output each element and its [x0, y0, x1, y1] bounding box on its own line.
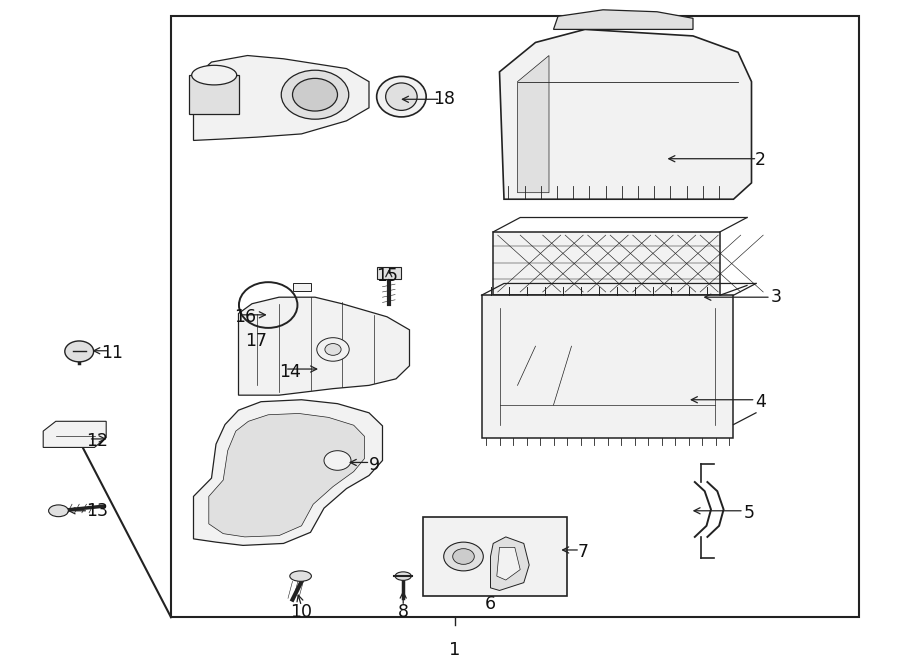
Ellipse shape: [395, 572, 411, 581]
Text: 18: 18: [433, 90, 454, 109]
Ellipse shape: [377, 76, 427, 117]
Text: 16: 16: [234, 308, 256, 326]
Bar: [189, 75, 239, 115]
Text: 10: 10: [291, 603, 312, 621]
Ellipse shape: [192, 66, 237, 85]
Circle shape: [325, 344, 341, 355]
Text: 3: 3: [770, 288, 781, 307]
Polygon shape: [554, 10, 693, 29]
Bar: [377, 267, 400, 279]
Ellipse shape: [281, 70, 349, 119]
Polygon shape: [238, 297, 410, 395]
Text: 8: 8: [398, 603, 409, 621]
Text: 13: 13: [86, 502, 108, 520]
Text: 1: 1: [449, 641, 460, 659]
Polygon shape: [194, 56, 369, 140]
Polygon shape: [209, 414, 364, 537]
Bar: [493, 232, 720, 295]
Bar: [171, 17, 859, 617]
Bar: [482, 295, 733, 438]
Text: 12: 12: [86, 432, 108, 450]
Circle shape: [317, 338, 349, 361]
Bar: [423, 517, 567, 596]
Text: 11: 11: [102, 344, 123, 361]
Circle shape: [444, 542, 483, 571]
Circle shape: [453, 549, 474, 564]
Circle shape: [324, 451, 351, 470]
Ellipse shape: [292, 78, 338, 111]
Circle shape: [65, 341, 94, 362]
Text: 6: 6: [485, 595, 496, 613]
Text: 2: 2: [755, 151, 766, 169]
Text: 5: 5: [743, 504, 754, 522]
Ellipse shape: [290, 571, 311, 581]
Ellipse shape: [49, 505, 68, 516]
Text: 4: 4: [755, 393, 766, 410]
Polygon shape: [518, 56, 549, 193]
Polygon shape: [43, 421, 106, 448]
Polygon shape: [194, 400, 382, 545]
Text: 9: 9: [369, 456, 380, 474]
Polygon shape: [491, 537, 529, 591]
Text: 14: 14: [279, 363, 301, 381]
Text: 17: 17: [246, 332, 267, 350]
Text: 7: 7: [578, 543, 589, 561]
Ellipse shape: [386, 83, 418, 111]
Polygon shape: [500, 29, 752, 199]
Polygon shape: [497, 547, 520, 580]
Bar: [292, 283, 310, 291]
Text: 15: 15: [376, 267, 398, 285]
